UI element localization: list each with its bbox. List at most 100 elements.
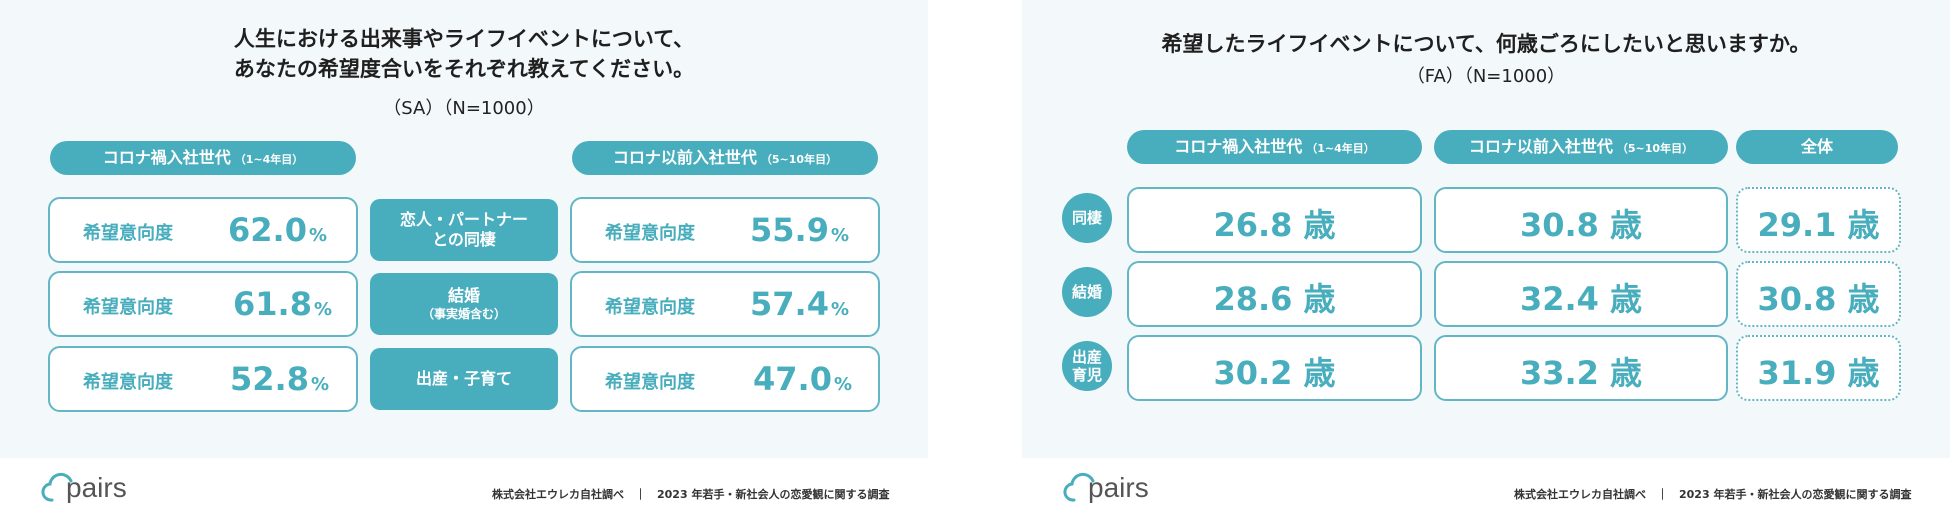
age-number: 30.8 <box>1519 206 1599 244</box>
row-label: 希望意向度 <box>83 223 173 244</box>
column-label: コロナ以前入社世代 <box>1468 137 1613 156</box>
value-unit: % <box>310 374 329 395</box>
row-label-line: 出産 <box>1071 348 1102 366</box>
age-unit: 歳 <box>1847 354 1880 392</box>
value-text: 55.9% <box>750 211 849 249</box>
age-value: 26.8 歳 <box>1129 200 1420 246</box>
value-number: 55.9 <box>750 211 829 249</box>
row-label-line: 育児 <box>1071 366 1102 384</box>
age-card: 26.8 歳 <box>1127 187 1422 253</box>
value-card: 希望意向度 55.9% <box>570 197 880 263</box>
event-line: との同棲 <box>432 230 496 249</box>
row-label-line: 結婚 <box>1071 283 1102 301</box>
left-slide: 人生における出来事やライフイベントについて、 あなたの希望度合いをそれぞれ教えて… <box>0 0 928 523</box>
cloud-icon: pairs <box>41 472 127 503</box>
age-number: 31.9 <box>1757 354 1837 392</box>
value-unit: % <box>830 299 849 320</box>
left-group-pill-corona: コロナ禍入社世代 （1~4年目） <box>50 141 356 175</box>
age-unit: 歳 <box>1610 280 1643 318</box>
age-card: 28.6 歳 <box>1127 261 1422 327</box>
row-label-marriage: 結婚 <box>1062 267 1112 317</box>
value-unit: % <box>308 225 327 246</box>
right-title: 希望したライフイベントについて、何歳ごろにしたいと思いますか。 <box>1161 32 1811 56</box>
row-label-line: 同棲 <box>1071 209 1102 227</box>
age-value: 31.9 歳 <box>1738 348 1899 394</box>
column-sub: （5~10年目） <box>1616 142 1694 155</box>
age-card-overall: 29.1 歳 <box>1736 187 1901 253</box>
age-unit: 歳 <box>1303 280 1336 318</box>
age-card-overall: 31.9 歳 <box>1736 335 1901 401</box>
age-value: 33.2 歳 <box>1436 348 1726 394</box>
pairs-logo: pairs <box>1060 466 1170 510</box>
age-number: 26.8 <box>1213 206 1293 244</box>
value-unit: % <box>313 299 332 320</box>
event-label-marriage: 結婚 （事実婚含む） <box>370 273 558 335</box>
age-unit: 歳 <box>1610 206 1643 244</box>
group-sub: （5~10年目） <box>760 153 838 166</box>
value-unit: % <box>833 374 852 395</box>
age-card-overall: 30.8 歳 <box>1736 261 1901 327</box>
age-value: 30.8 歳 <box>1738 274 1899 320</box>
row-label: 希望意向度 <box>83 297 173 318</box>
group-label: コロナ以前入社世代 <box>612 148 757 167</box>
left-subtitle: （SA）（N=1000） <box>383 98 545 119</box>
value-number: 62.0 <box>228 211 307 249</box>
age-number: 30.2 <box>1213 354 1293 392</box>
age-value: 28.6 歳 <box>1129 274 1420 320</box>
age-card: 33.2 歳 <box>1434 335 1728 401</box>
age-unit: 歳 <box>1303 206 1336 244</box>
value-text: 57.4% <box>750 285 849 323</box>
age-value: 30.2 歳 <box>1129 348 1420 394</box>
age-unit: 歳 <box>1303 354 1336 392</box>
source-footer: 株式会社エウレカ自社調べ ｜ 2023 年若手・新社会人の恋愛観に関する調査 <box>1514 488 1912 501</box>
value-card: 希望意向度 62.0% <box>48 197 358 263</box>
left-title-line-1: 人生における出来事やライフイベントについて、 <box>233 27 695 51</box>
right-column-pill-pre-corona: コロナ以前入社世代 （5~10年目） <box>1434 130 1728 164</box>
event-line: （事実婚含む） <box>421 307 506 321</box>
group-label: コロナ禍入社世代 <box>102 148 231 167</box>
value-number: 57.4 <box>750 285 829 323</box>
age-unit: 歳 <box>1847 206 1880 244</box>
value-text: 52.8% <box>230 360 329 398</box>
column-label: コロナ禍入社世代 <box>1174 137 1303 156</box>
logo-text: pairs <box>66 472 127 503</box>
age-unit: 歳 <box>1610 354 1643 392</box>
row-label: 希望意向度 <box>83 372 173 393</box>
age-card: 32.4 歳 <box>1434 261 1728 327</box>
left-title-line-2: あなたの希望度合いをそれぞれ教えてください。 <box>233 57 695 81</box>
age-value: 32.4 歳 <box>1436 274 1726 320</box>
pairs-logo: pairs <box>38 466 148 510</box>
right-subtitle: （FA）（N=1000） <box>1406 66 1566 87</box>
event-label-cohabitation: 恋人・パートナー との同棲 <box>370 199 558 261</box>
right-column-pill-corona: コロナ禍入社世代 （1~4年目） <box>1127 130 1422 164</box>
value-card: 希望意向度 61.8% <box>48 271 358 337</box>
value-number: 52.8 <box>230 360 309 398</box>
row-label: 希望意向度 <box>605 223 695 244</box>
event-line: 恋人・パートナー <box>399 210 528 229</box>
age-number: 30.8 <box>1757 280 1837 318</box>
logo-text: pairs <box>1088 472 1149 503</box>
value-unit: % <box>830 225 849 246</box>
value-text: 47.0% <box>753 360 852 398</box>
event-label-childbirth: 出産・子育て <box>370 348 558 410</box>
cloud-icon: pairs <box>1063 472 1149 503</box>
row-label-cohabitation: 同棲 <box>1062 193 1112 243</box>
value-card: 希望意向度 57.4% <box>570 271 880 337</box>
age-number: 33.2 <box>1519 354 1599 392</box>
value-text: 61.8% <box>233 285 332 323</box>
event-line: 結婚 <box>447 286 480 305</box>
left-group-pill-pre-corona: コロナ以前入社世代 （5~10年目） <box>572 141 878 175</box>
left-title: 人生における出来事やライフイベントについて、 あなたの希望度合いをそれぞれ教えて… <box>0 24 928 84</box>
event-line: 出産・子育て <box>415 369 512 388</box>
value-text: 62.0% <box>228 211 327 249</box>
right-slide: 希望したライフイベントについて、何歳ごろにしたいと思いますか。 （FA）（N=1… <box>1022 0 1950 523</box>
column-sub: （1~4年目） <box>1306 142 1375 155</box>
source-footer: 株式会社エウレカ自社調べ ｜ 2023 年若手・新社会人の恋愛観に関する調査 <box>492 488 890 501</box>
column-label: 全体 <box>1800 137 1833 156</box>
value-card: 希望意向度 52.8% <box>48 346 358 412</box>
row-label: 希望意向度 <box>605 297 695 318</box>
value-number: 61.8 <box>233 285 312 323</box>
row-label: 希望意向度 <box>605 372 695 393</box>
age-number: 28.6 <box>1213 280 1293 318</box>
age-card: 30.8 歳 <box>1434 187 1728 253</box>
